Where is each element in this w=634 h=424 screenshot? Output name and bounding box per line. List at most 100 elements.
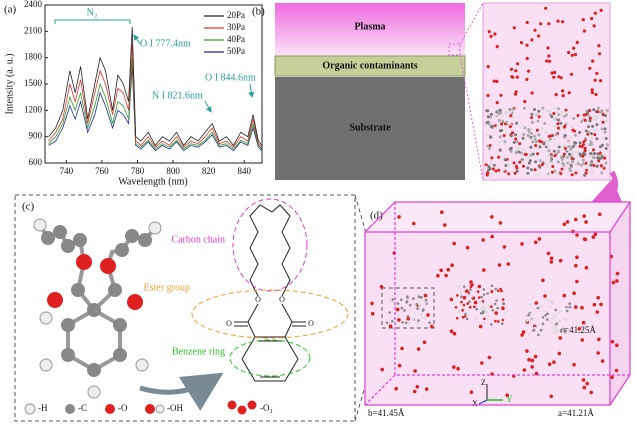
atom-dot (527, 155, 531, 159)
atom-dot (590, 171, 594, 175)
atom-dot (456, 316, 459, 320)
atom-dot (590, 169, 594, 173)
atom-dot (569, 163, 573, 167)
atom-dot (525, 77, 529, 81)
atom-dot (475, 286, 478, 290)
atom-dot (561, 331, 565, 334)
atom-dot (540, 163, 544, 167)
atom-dot (542, 142, 546, 146)
atom-dot (422, 308, 425, 311)
atom-dot (595, 123, 599, 127)
atom-dot (509, 67, 514, 71)
atom-dot (404, 321, 408, 325)
atom-dot (490, 323, 493, 326)
atom-dot (575, 233, 579, 237)
atom-dot (552, 124, 556, 128)
atom-dot (509, 134, 513, 138)
bracket (54, 19, 131, 24)
atom-dot (397, 215, 401, 219)
atom-dot (400, 346, 404, 351)
atom-dot (597, 44, 601, 48)
atom-dot (391, 316, 395, 320)
atom-dot (388, 300, 391, 303)
atom-dot (487, 355, 492, 360)
atom-dot (500, 122, 504, 126)
atom-dot (487, 122, 491, 126)
atom-dot (589, 163, 593, 167)
atom-dot (395, 307, 400, 312)
atom-dot (549, 299, 553, 303)
atom-dot (388, 324, 393, 329)
atom-dot (596, 351, 600, 355)
atom-dot (495, 45, 499, 49)
atom-dot (469, 285, 473, 289)
atom-dot (553, 314, 556, 318)
atom-dot (533, 240, 538, 245)
atom-dot (412, 389, 417, 394)
atom-dot (551, 300, 555, 304)
atom-dot (580, 120, 584, 123)
panel-label: (c) (22, 201, 35, 213)
simulation-box (482, 2, 611, 181)
atom-dot (479, 312, 483, 315)
atom-dot (497, 168, 501, 172)
atom-dot (528, 303, 532, 306)
atom-dot (494, 169, 498, 173)
atom-dot (537, 133, 541, 137)
atom-dot (520, 333, 524, 337)
x-tick-label: 740 (60, 166, 74, 176)
atom-dot (415, 303, 419, 306)
atom-dot (559, 309, 563, 313)
atom-dot (520, 151, 523, 155)
legend-label: -O (118, 403, 128, 413)
atom-dot (417, 319, 420, 322)
atom-dot (450, 263, 454, 268)
atom-dot (547, 362, 552, 367)
atom-dot (489, 158, 493, 162)
atom-dot (452, 241, 457, 246)
atom-dot (520, 242, 524, 246)
atom-dot (530, 319, 534, 322)
atom-dot (570, 125, 573, 129)
atom-dot (565, 113, 569, 117)
atom-dot (534, 140, 538, 144)
atom-dot (534, 144, 538, 147)
atom-dot (549, 256, 554, 261)
x-axis-label: Wavelength (nm) (118, 176, 187, 187)
panel-label: (d) (370, 210, 383, 222)
atom-dot (497, 263, 502, 267)
atom-dot (541, 106, 545, 110)
panel-label: (b) (252, 6, 265, 18)
atom-dot (557, 126, 560, 130)
atom-dot (593, 133, 597, 137)
atom-dot (469, 390, 474, 395)
atom-dot (557, 149, 560, 153)
atom-dot (536, 306, 540, 310)
atom-dot (603, 127, 607, 131)
atom-dot (468, 305, 472, 309)
atom-dot (486, 65, 490, 69)
group-outline (191, 289, 349, 339)
atom-dot (494, 319, 497, 323)
atom-dot (539, 22, 543, 26)
atom-label: O (226, 319, 232, 328)
x-tick-label: 780 (131, 166, 145, 176)
atom-dot (547, 22, 551, 26)
atom-dot (520, 160, 524, 164)
atom-dot (554, 133, 558, 137)
atom-dot (553, 70, 557, 75)
atom-dot (514, 137, 518, 141)
atom-dot (525, 56, 529, 61)
atom-dot (440, 210, 444, 214)
atom-dot (525, 329, 529, 332)
atom-dot (397, 363, 402, 368)
atom-dot (494, 287, 498, 291)
atom-label: O (308, 319, 314, 328)
atom-dot (573, 133, 577, 137)
atom-dot (497, 155, 501, 159)
atom-dot (588, 119, 592, 123)
atom-dot (550, 71, 554, 75)
atom-dot (590, 136, 594, 140)
atom-dot (560, 124, 564, 128)
box-face (610, 202, 630, 405)
